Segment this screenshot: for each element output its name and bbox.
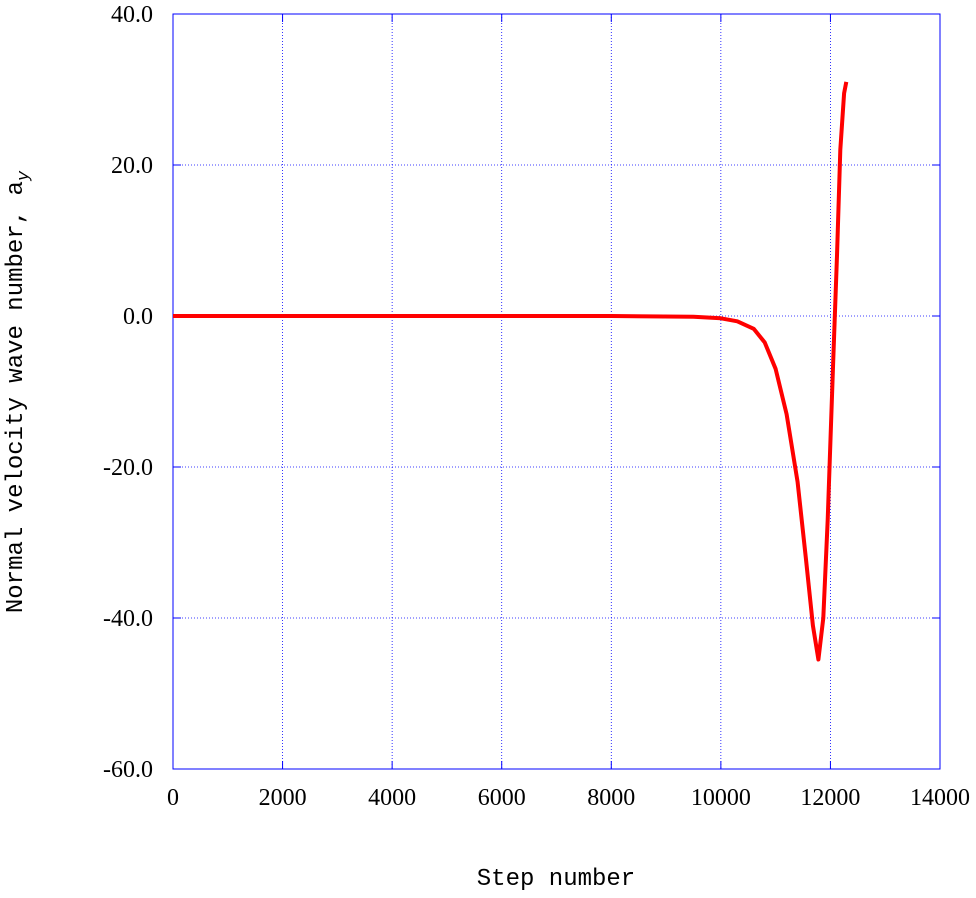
y-tick-label: 40.0 <box>111 2 153 28</box>
x-tick-label: 2000 <box>259 785 307 811</box>
plot-frame <box>172 13 941 770</box>
x-tick-label: 0 <box>167 785 179 811</box>
y-axis-label-main: Normal velocity wave number, a <box>3 181 30 613</box>
y-tick-label: -60.0 <box>103 757 153 783</box>
x-axis-label: Step number <box>477 866 635 893</box>
y-tick-label: 20.0 <box>111 153 153 179</box>
x-tick-label: 8000 <box>587 785 635 811</box>
data-line <box>173 81 849 662</box>
x-tick-label: 4000 <box>368 785 416 811</box>
x-tick-label: 12000 <box>800 785 860 811</box>
y-axis-label-sub: y <box>15 170 34 182</box>
x-tick-label: 14000 <box>910 785 970 811</box>
x-tick-label: 10000 <box>691 785 751 811</box>
x-tick-label: 6000 <box>478 785 526 811</box>
y-tick-label: -20.0 <box>103 455 153 481</box>
y-tick-label: -40.0 <box>103 606 153 632</box>
y-tick-label: 0.0 <box>123 304 153 330</box>
y-axis-label: Normal velocity wave number, ay <box>3 170 34 613</box>
